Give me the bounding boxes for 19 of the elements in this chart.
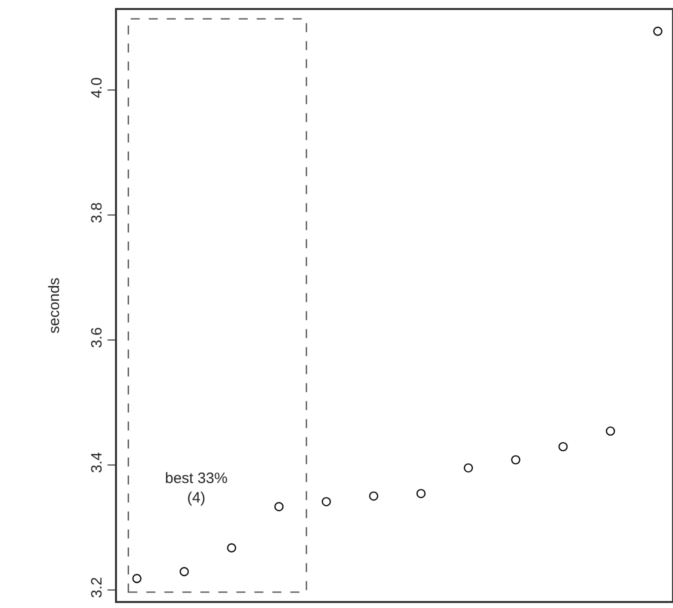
point [369,491,378,501]
annotation: best 33% (4) [165,470,228,506]
point [511,455,520,464]
y-tick-label: 3.4 [88,452,106,473]
y-tick-label: 3.2 [88,577,106,598]
point [416,488,426,498]
y-axis-title: seconds [46,278,63,334]
point [464,463,473,473]
point [558,442,568,452]
point [274,502,284,512]
point [322,497,331,506]
point [132,574,142,584]
point [180,567,189,576]
y-tick-label: 3.6 [88,327,106,348]
y-tick-label: 4.0 [88,77,106,98]
point [227,543,236,552]
point [606,426,616,436]
point [653,26,662,36]
y-tick-label: 3.8 [88,202,106,224]
